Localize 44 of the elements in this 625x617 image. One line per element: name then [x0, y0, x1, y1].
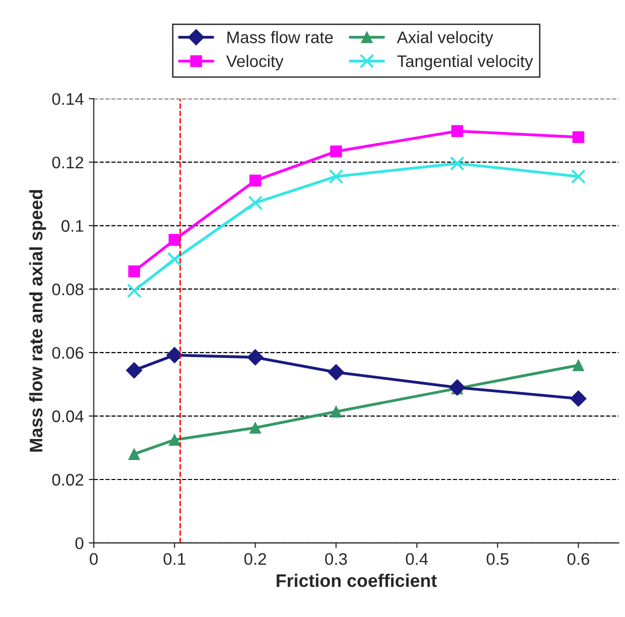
y-tick-label: 0.1	[62, 220, 84, 232]
x-tick-label: 0	[90, 553, 98, 565]
y-tick-label: 0.08	[52, 284, 84, 296]
point	[247, 349, 264, 366]
point	[571, 169, 586, 184]
point	[450, 156, 465, 171]
y-tick-label: 0.14	[52, 93, 84, 105]
point	[449, 379, 466, 396]
legend-label: Tangential velocity	[397, 54, 534, 70]
point	[168, 234, 180, 246]
point	[451, 125, 464, 137]
y-tick-label: 0.04	[52, 410, 84, 422]
point	[167, 252, 182, 267]
point	[248, 196, 263, 210]
y-tick-label: 0.02	[52, 474, 84, 486]
x-tick-label: 0.5	[486, 553, 508, 565]
point	[570, 390, 587, 407]
y-tick-label: 0.06	[52, 346, 84, 359]
point	[126, 283, 142, 298]
point	[126, 362, 142, 379]
y-tick-label: 0	[75, 537, 84, 550]
x-tick-label: 0.2	[244, 553, 266, 565]
point	[330, 406, 342, 418]
x-tick-label: 0.3	[325, 553, 347, 565]
legend-label: Axial velocity	[396, 30, 494, 47]
point	[168, 434, 180, 446]
y-tick-label: 0.12	[52, 156, 84, 168]
x-axis-title: Friction coefficient	[276, 574, 437, 588]
point	[249, 174, 262, 186]
x-tick-label: 0.4	[406, 553, 428, 565]
point	[128, 265, 140, 278]
legend-label: Velocity	[226, 54, 284, 70]
x-tick-label: 0.1	[164, 553, 186, 565]
legend-label: Mass flow rate	[227, 30, 333, 44]
point	[166, 346, 183, 364]
point	[330, 145, 342, 158]
point	[249, 422, 262, 434]
point	[328, 169, 344, 184]
y-axis-title: Mass flow rate and axial speed	[29, 190, 46, 452]
point	[572, 131, 584, 144]
x-tick-label: 0.6	[567, 553, 590, 565]
point	[328, 364, 344, 380]
point	[572, 359, 584, 372]
point	[128, 448, 140, 460]
